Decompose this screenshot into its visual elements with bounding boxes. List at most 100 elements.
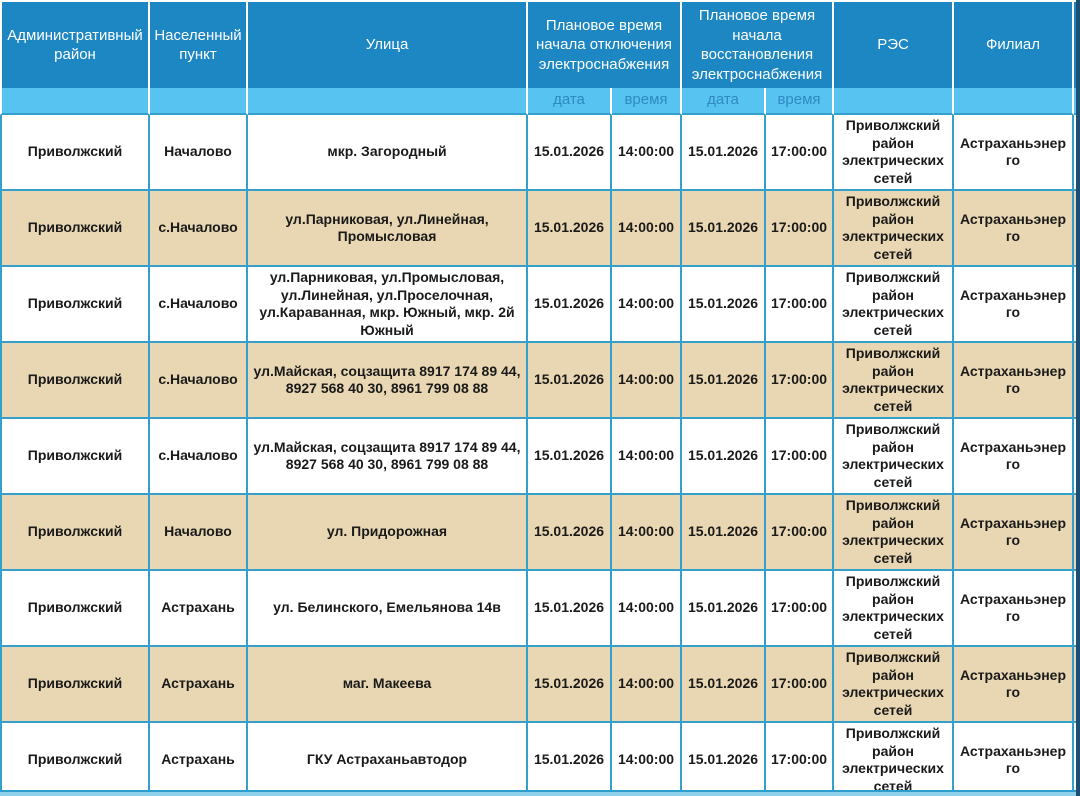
cell-street: ул.Парниковая, ул.Линейная, Промысловая [248,191,528,267]
cell-street: ГКУ Астраханьавтодор [248,723,528,796]
cell-district: Приволжский [0,267,150,343]
cell-branch: Астраханьэнерго [954,647,1074,723]
cell-off-time: 14:00:00 [612,191,682,267]
subheader-on-time: время [766,88,834,115]
right-edge-strip [1076,0,1080,796]
cell-district: Приволжский [0,343,150,419]
cell-street: мкр. Загородный [248,115,528,191]
col-header-branch: Филиал [954,0,1074,88]
cell-on-date: 15.01.2026 [682,115,766,191]
cell-district: Приволжский [0,419,150,495]
cell-on-time: 17:00:00 [766,495,834,571]
cell-branch: Астраханьэнерго [954,191,1074,267]
cell-on-time: 17:00:00 [766,267,834,343]
cell-branch: Астраханьэнерго [954,419,1074,495]
cell-off-time: 14:00:00 [612,571,682,647]
table-row: Приволжский с.Началово ул.Парниковая, ул… [0,191,1080,267]
table-row: Приволжский Астрахань ГКУ Астраханьавтод… [0,723,1080,796]
cell-res: Приволжский район электрических сетей [834,267,954,343]
cell-settlement: с.Началово [150,419,248,495]
cell-res: Приволжский район электрических сетей [834,647,954,723]
cell-off-date: 15.01.2026 [528,191,612,267]
cell-on-date: 15.01.2026 [682,495,766,571]
cell-branch: Астраханьэнерго [954,723,1074,796]
table-subheader-row: дата время дата время [0,88,1080,115]
cell-street: ул.Майская, соцзащита 8917 174 89 44, 89… [248,419,528,495]
cell-branch: Астраханьэнерго [954,571,1074,647]
table-row: Приволжский Астрахань маг. Макеева 15.01… [0,647,1080,723]
cell-on-date: 15.01.2026 [682,571,766,647]
cell-settlement: Астрахань [150,571,248,647]
cell-on-date: 15.01.2026 [682,647,766,723]
cell-settlement: Началово [150,115,248,191]
table-row: Приволжский Астрахань ул. Белинского, Ем… [0,571,1080,647]
table-row: Приволжский Началово ул. Придорожная 15.… [0,495,1080,571]
cell-on-time: 17:00:00 [766,571,834,647]
cell-on-date: 15.01.2026 [682,191,766,267]
subheader-empty [150,88,248,115]
col-header-restore-start: Плановое время начала восстановления эле… [682,0,834,88]
subheader-empty [834,88,954,115]
cell-on-time: 17:00:00 [766,723,834,796]
cell-on-date: 15.01.2026 [682,723,766,796]
cell-street: ул. Белинского, Емельянова 14в [248,571,528,647]
cell-district: Приволжский [0,723,150,796]
cell-district: Приволжский [0,495,150,571]
col-header-admin-district: Административный район [0,0,150,88]
cell-off-date: 15.01.2026 [528,647,612,723]
cell-off-date: 15.01.2026 [528,115,612,191]
table-row: Приволжский с.Началово ул.Майская, соцза… [0,343,1080,419]
cell-off-date: 15.01.2026 [528,419,612,495]
cell-district: Приволжский [0,115,150,191]
table-header-row: Административный район Населенный пункт … [0,0,1080,88]
cell-district: Приволжский [0,647,150,723]
subheader-off-date: дата [528,88,612,115]
cell-district: Приволжский [0,571,150,647]
col-header-res: РЭС [834,0,954,88]
subheader-off-time: время [612,88,682,115]
table-row: Приволжский с.Началово ул.Парниковая, ул… [0,267,1080,343]
cell-on-time: 17:00:00 [766,191,834,267]
cell-off-time: 14:00:00 [612,343,682,419]
cell-res: Приволжский район электрических сетей [834,571,954,647]
cell-on-date: 15.01.2026 [682,267,766,343]
cell-res: Приволжский район электрических сетей [834,723,954,796]
cell-settlement: с.Началово [150,343,248,419]
cell-district: Приволжский [0,191,150,267]
cell-off-date: 15.01.2026 [528,723,612,796]
cell-off-date: 15.01.2026 [528,571,612,647]
cell-on-time: 17:00:00 [766,115,834,191]
cell-off-date: 15.01.2026 [528,495,612,571]
cell-res: Приволжский район электрических сетей [834,191,954,267]
cell-branch: Астраханьэнерго [954,343,1074,419]
cell-res: Приволжский район электрических сетей [834,343,954,419]
col-header-settlement: Населенный пункт [150,0,248,88]
table-row: Приволжский с.Началово ул.Майская, соцза… [0,419,1080,495]
subheader-on-date: дата [682,88,766,115]
cell-settlement: с.Началово [150,267,248,343]
cell-on-date: 15.01.2026 [682,419,766,495]
cell-res: Приволжский район электрических сетей [834,495,954,571]
cell-street: маг. Макеева [248,647,528,723]
col-header-street: Улица [248,0,528,88]
col-header-outage-start: Плановое время начала отключения электро… [528,0,682,88]
cell-off-time: 14:00:00 [612,723,682,796]
cell-settlement: Астрахань [150,723,248,796]
cell-branch: Астраханьэнерго [954,267,1074,343]
cell-on-time: 17:00:00 [766,343,834,419]
cell-on-time: 17:00:00 [766,647,834,723]
subheader-empty [0,88,150,115]
cell-off-time: 14:00:00 [612,267,682,343]
subheader-empty [248,88,528,115]
cell-settlement: Астрахань [150,647,248,723]
cell-off-date: 15.01.2026 [528,343,612,419]
cell-on-date: 15.01.2026 [682,343,766,419]
subheader-empty [954,88,1074,115]
cell-off-time: 14:00:00 [612,647,682,723]
cell-off-time: 14:00:00 [612,495,682,571]
cell-off-time: 14:00:00 [612,115,682,191]
cell-street: ул.Майская, соцзащита 8917 174 89 44, 89… [248,343,528,419]
cell-street: ул.Парниковая, ул.Промысловая, ул.Линейн… [248,267,528,343]
